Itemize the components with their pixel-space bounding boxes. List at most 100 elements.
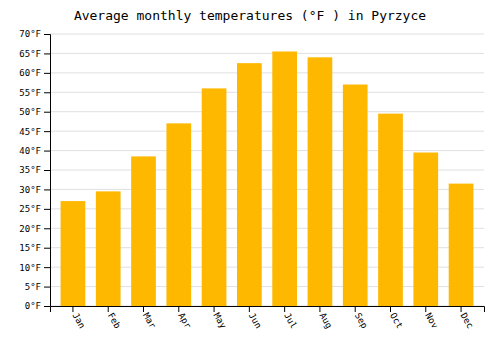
tick-label: May <box>212 311 229 331</box>
grid-line <box>50 72 484 73</box>
tick: Dec <box>459 306 476 330</box>
tick: Sep <box>353 306 370 330</box>
tick-label: 35°F <box>19 165 41 175</box>
tick-mark <box>44 209 50 210</box>
tick-label: Dec <box>459 311 476 330</box>
tick: Oct <box>388 306 405 330</box>
tick-mark <box>108 306 109 312</box>
tick-label: Nov <box>423 311 440 330</box>
tick: 55°F <box>19 88 50 98</box>
tick-mark <box>44 92 50 93</box>
bar <box>61 201 86 306</box>
tick: May <box>212 306 229 331</box>
tick: Jan <box>70 306 87 330</box>
tick-label: 40°F <box>19 146 41 156</box>
tick-mark <box>178 306 179 312</box>
tick-label: 55°F <box>19 88 41 98</box>
tick-mark <box>44 189 50 190</box>
grid-line <box>50 131 484 132</box>
grid-line <box>50 92 484 93</box>
tick-label: 50°F <box>19 107 41 117</box>
x-axis: Jan Feb Mar Apr May Jun Jul Aug Sep Oct Nov Dec <box>51 306 485 331</box>
tick-mark <box>44 267 50 268</box>
grid-line <box>50 34 484 35</box>
tick-mark <box>44 170 50 171</box>
tick-mark <box>72 306 73 312</box>
tick: 15°F <box>19 243 50 253</box>
tick: 20°F <box>19 224 50 234</box>
tick: Mar <box>141 306 158 331</box>
tick-mark <box>461 306 462 312</box>
tick-mark <box>44 306 50 307</box>
tick-mark <box>44 112 50 113</box>
bar <box>131 156 156 306</box>
grid-line <box>50 53 484 54</box>
bar <box>202 88 227 306</box>
tick-label: 5°F <box>25 282 41 292</box>
tick: Jul <box>282 306 299 330</box>
tick-label: Oct <box>388 311 405 330</box>
tick-label: 0°F <box>25 301 41 311</box>
tick-mark <box>44 53 50 54</box>
tick-mark <box>44 228 50 229</box>
tick: 5°F <box>25 282 50 292</box>
bar <box>343 85 368 306</box>
tick-label: 25°F <box>19 204 41 214</box>
tick-label: 30°F <box>19 185 41 195</box>
tick-mark <box>44 34 50 35</box>
tick: 65°F <box>19 49 50 59</box>
tick-mark <box>284 306 285 312</box>
title: Average monthly temperatures (°F ) in Py… <box>74 8 426 23</box>
tick-mark <box>44 131 50 132</box>
tick-label: Aug <box>317 311 334 330</box>
plot: 0°F 5°F 10°F 15°F 20°F 25°F 30°F 35°F 40°F 45°F 50… <box>19 29 484 330</box>
tick: 40°F <box>19 146 50 156</box>
tick-label: 10°F <box>19 263 41 273</box>
tick-mark <box>319 306 320 312</box>
bar <box>96 191 121 306</box>
tick-label: Jul <box>282 311 299 330</box>
tick: 60°F <box>19 68 50 78</box>
tick: Aug <box>317 306 334 330</box>
axis-line <box>44 35 51 307</box>
tick-mark <box>249 306 250 312</box>
tick-mark <box>143 306 144 312</box>
bar <box>413 153 438 306</box>
tick-label: 60°F <box>19 68 41 78</box>
tick-mark <box>44 287 50 288</box>
tick: 50°F <box>19 107 50 117</box>
tick-mark <box>44 151 50 152</box>
chart: 0°F 5°F 10°F 15°F 20°F 25°F 30°F 35°F 40°F 45°F 50… <box>0 0 500 350</box>
bar <box>449 184 474 306</box>
bar <box>272 51 297 306</box>
bar <box>166 123 191 306</box>
tick: Feb <box>106 306 123 330</box>
tick-mark <box>214 306 215 312</box>
tick: 25°F <box>19 204 50 214</box>
bars <box>61 51 474 306</box>
tick: 30°F <box>19 185 50 195</box>
tick-mark <box>390 306 391 312</box>
tick-label: 70°F <box>19 29 41 39</box>
tick-label: Sep <box>353 311 370 330</box>
tick-label: Mar <box>141 311 158 331</box>
tick-label: Apr <box>176 311 193 331</box>
grid <box>50 34 484 306</box>
tick-mark <box>425 306 426 312</box>
tick: Apr <box>176 306 193 331</box>
tick-label: Feb <box>106 311 123 330</box>
tick-label: 45°F <box>19 127 41 137</box>
tick-mark <box>44 248 50 249</box>
grid-line <box>50 150 484 151</box>
tick: 35°F <box>19 165 50 175</box>
bar <box>308 57 333 306</box>
tick-label: Jun <box>247 311 264 330</box>
tick: 45°F <box>19 127 50 137</box>
tick-label: 65°F <box>19 49 41 59</box>
tick: Nov <box>423 306 440 330</box>
bar <box>378 114 403 306</box>
tick-mark <box>355 306 356 312</box>
tick-label: 20°F <box>19 224 41 234</box>
tick: 10°F <box>19 263 50 273</box>
tick: 70°F <box>19 29 50 39</box>
